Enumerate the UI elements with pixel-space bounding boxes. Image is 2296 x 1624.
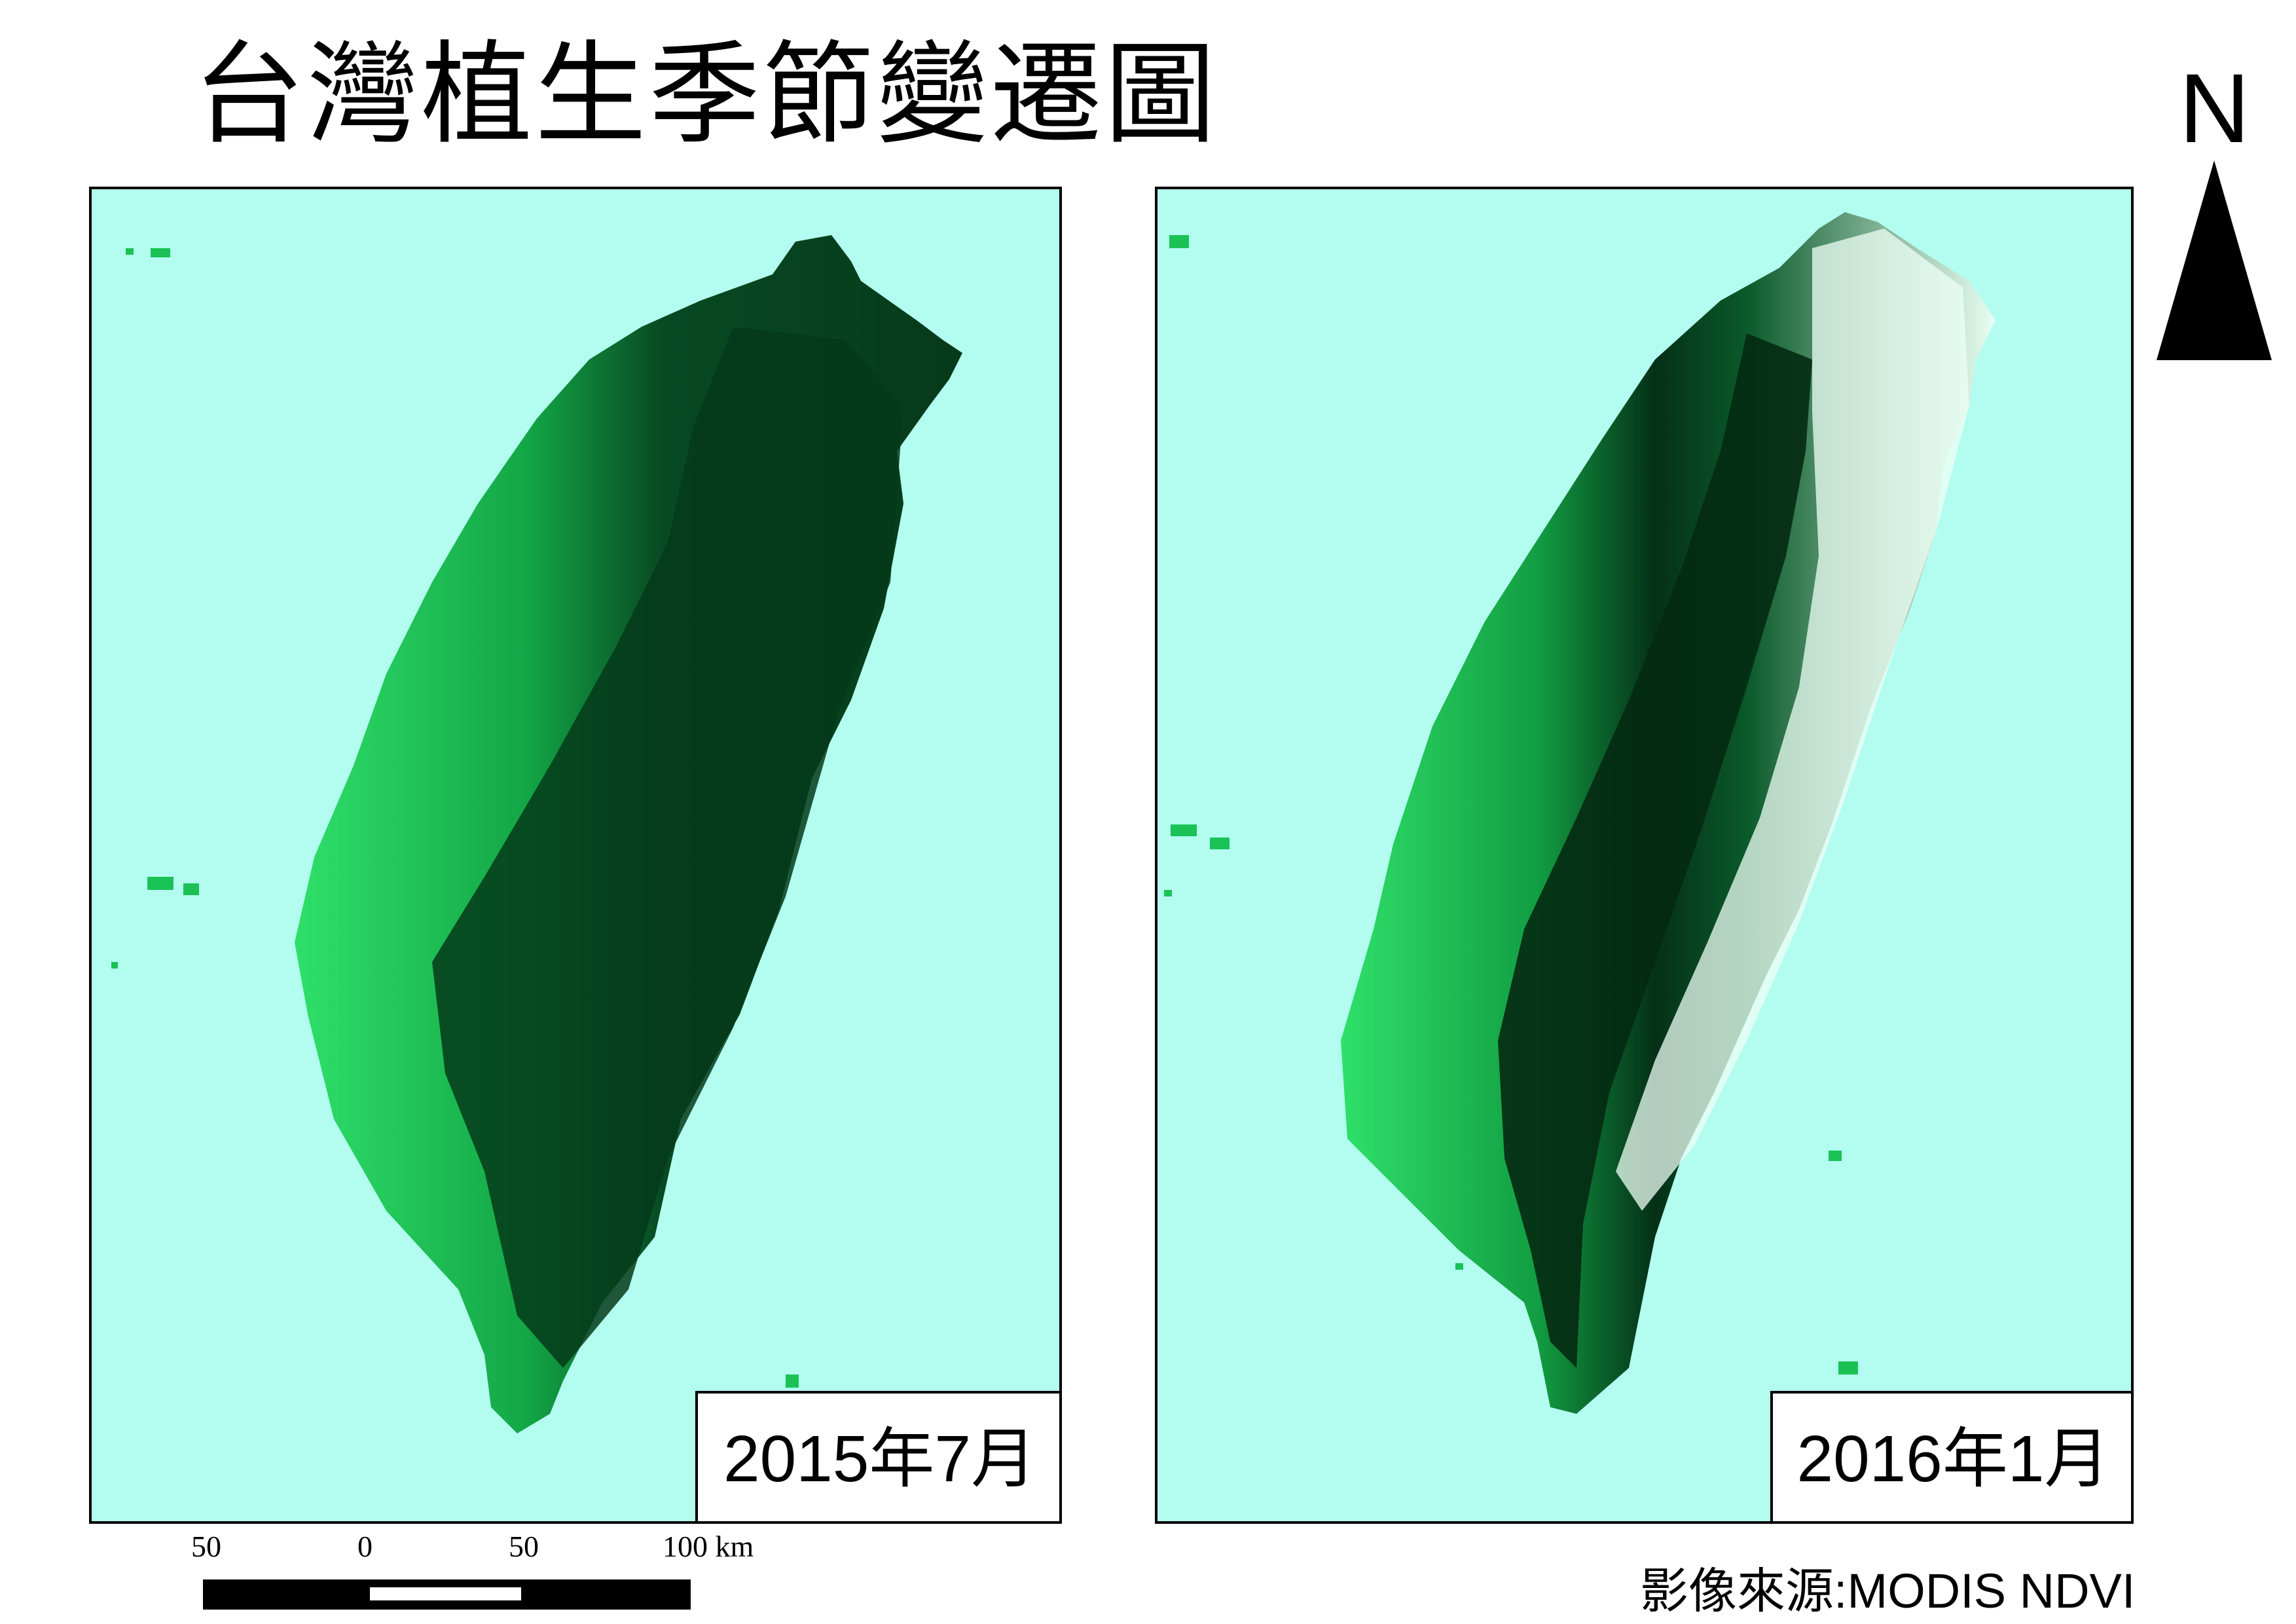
date-label-right: 2016年1月 (1770, 1391, 2131, 1521)
scale-bar (203, 1579, 691, 1610)
scale-bar-white-segment (370, 1587, 521, 1600)
islets (111, 248, 799, 1388)
north-letter: N (2179, 53, 2250, 163)
taiwan-ndvi-map-2016 (1164, 212, 1995, 1414)
scale-tick-label: 50 (509, 1530, 539, 1563)
dark-mountain-region (1498, 333, 1812, 1368)
map-panel-2015-07: 2015年7月 (89, 187, 1062, 1524)
date-label-left: 2015年7月 (695, 1391, 1059, 1521)
map-title: 台灣植生季節變遷圖 (193, 30, 1219, 160)
dark-mountain-region (432, 327, 903, 1368)
scale-tick-label: 50 (191, 1530, 221, 1563)
map-panel-2016-01: 2016年1月 (1155, 187, 2134, 1524)
image-source-label: 影像來源:MODIS NDVI (1640, 1564, 2136, 1618)
north-arrow-icon (2157, 160, 2272, 360)
scale-tick-label: 100 km (663, 1530, 754, 1563)
islets (1164, 235, 1858, 1375)
north-arrow: N (2154, 59, 2275, 367)
taiwan-ndvi-map-2015 (111, 235, 962, 1433)
scale-tick-label: 0 (357, 1530, 373, 1563)
cloud-cover-east (1616, 229, 1969, 1211)
